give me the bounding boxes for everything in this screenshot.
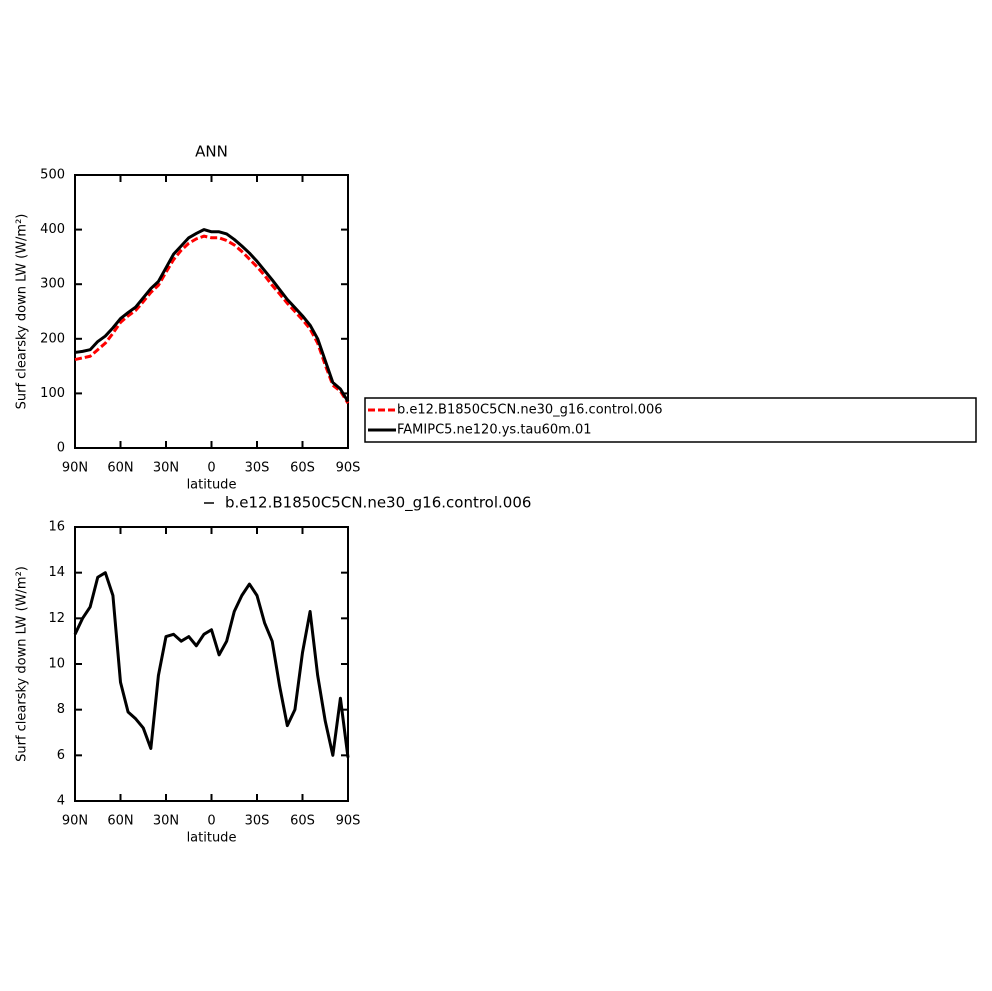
y-tick-label: 14: [48, 565, 65, 580]
chart-title: b.e12.B1850C5CN.ne30_g16.control.006: [225, 494, 531, 513]
x-tick-label: 60N: [107, 461, 133, 476]
x-tick-label: 90S: [336, 461, 361, 476]
legend-label: FAMIPC5.ne120.ys.tau60m.01: [397, 423, 592, 438]
x-tick-label: 30S: [245, 814, 270, 829]
y-tick-label: 200: [40, 331, 65, 346]
legend-box: [364, 397, 977, 443]
x-axis-label: latitude: [187, 831, 237, 846]
x-axis-label: latitude: [187, 478, 237, 493]
data-line: [74, 228, 350, 403]
y-tick-label: 12: [48, 611, 65, 626]
y-tick-label: 6: [57, 748, 65, 763]
y-tick-label: 100: [40, 386, 65, 401]
y-axis-label: Surf clearsky down LW (W/m²): [15, 214, 30, 410]
data-line: [74, 234, 350, 405]
y-tick-label: 16: [48, 520, 65, 535]
legend-label: b.e12.B1850C5CN.ne30_g16.control.006: [397, 403, 663, 418]
x-tick-label: 60S: [290, 814, 315, 829]
y-tick-label: 0: [57, 441, 65, 456]
x-tick-label: 60S: [290, 461, 315, 476]
y-tick-label: 4: [57, 794, 65, 809]
data-line: [73, 571, 350, 758]
chart-title: ANN: [195, 143, 228, 161]
y-axis-label: Surf clearsky down LW (W/m²): [15, 566, 30, 762]
plot-frame: [74, 174, 349, 449]
x-tick-label: 60N: [107, 814, 133, 829]
x-tick-label: 90S: [336, 814, 361, 829]
x-tick-label: 90N: [62, 461, 88, 476]
y-tick-label: 300: [40, 277, 65, 292]
x-tick-label: 0: [207, 461, 215, 476]
x-tick-label: 30N: [153, 814, 179, 829]
y-tick-label: 8: [57, 702, 65, 717]
x-tick-label: 90N: [62, 814, 88, 829]
y-tick-label: 10: [48, 657, 65, 672]
x-tick-label: 0: [207, 814, 215, 829]
x-tick-label: 30N: [153, 461, 179, 476]
y-tick-label: 400: [40, 222, 65, 237]
y-tick-label: 500: [40, 168, 65, 183]
plot-frame: [74, 526, 349, 802]
x-tick-label: 30S: [245, 461, 270, 476]
